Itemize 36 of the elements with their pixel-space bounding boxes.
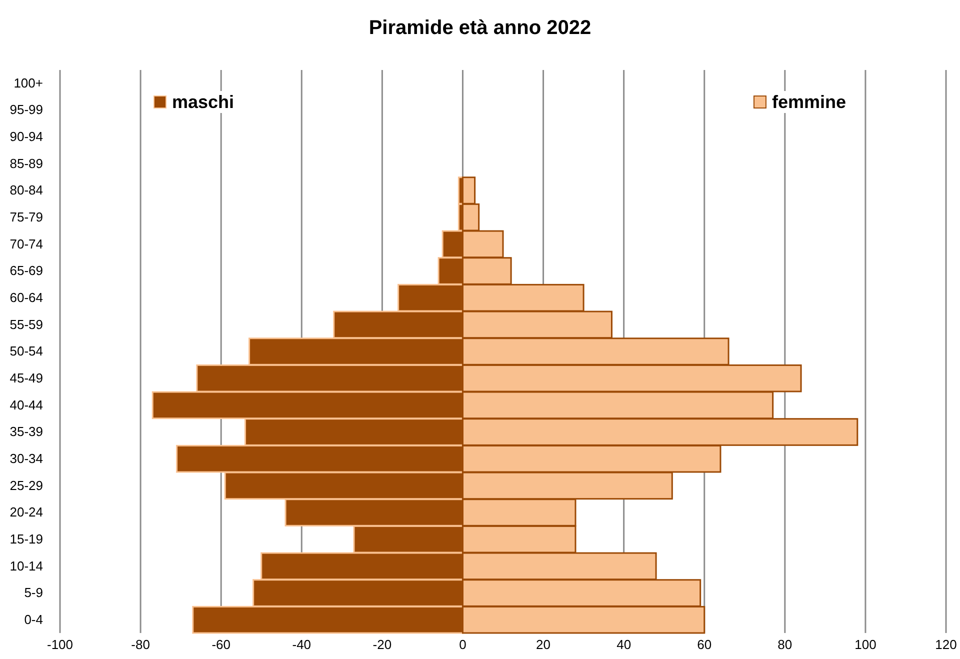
y-tick-label: 95-99 <box>10 102 43 118</box>
y-tick-label: 10-14 <box>10 558 43 574</box>
y-tick-label: 65-69 <box>10 263 43 278</box>
y-tick-label: 70-74 <box>10 236 43 252</box>
x-tick-label: -60 <box>212 637 230 652</box>
x-tick-label: 20 <box>536 637 551 652</box>
x-tick-label: 80 <box>778 637 792 652</box>
y-tick-label: 15-19 <box>10 532 43 547</box>
y-tick-label: 55-59 <box>10 316 43 332</box>
x-tick-label: 60 <box>697 637 712 652</box>
x-tick-label: -20 <box>372 637 392 652</box>
y-tick-label: 25-29 <box>10 478 43 493</box>
y-tick-label: 85-89 <box>10 156 43 171</box>
y-tick-label: 35-39 <box>10 424 43 440</box>
x-tick-label: -40 <box>292 637 312 652</box>
y-tick-label: 75-79 <box>10 209 43 224</box>
legend-label: maschi <box>172 92 234 112</box>
y-tick-label: 60-64 <box>10 290 43 305</box>
x-tick-label: 100 <box>854 637 876 652</box>
x-tick-label: 0 <box>459 637 466 652</box>
y-tick-label: 50-54 <box>10 344 43 359</box>
x-tick-label: 120 <box>935 637 957 652</box>
x-tick-label: -80 <box>131 637 150 652</box>
chart-title: Piramide età anno 2022 <box>368 17 592 39</box>
x-tick-label: -100 <box>46 637 74 652</box>
y-tick-label: 0-4 <box>24 612 43 628</box>
legend-label: femmine <box>772 92 846 112</box>
y-tick-label: 90-94 <box>10 128 43 144</box>
y-tick-label: 45-49 <box>10 370 43 386</box>
y-tick-label: 40-44 <box>10 397 43 412</box>
y-tick-label: 20-24 <box>10 504 43 520</box>
x-tick-label: 40 <box>616 637 632 652</box>
y-tick-label: 100+ <box>14 75 43 90</box>
y-tick-label: 5-9 <box>24 585 43 600</box>
y-tick-label: 80-84 <box>10 182 43 198</box>
y-tick-label: 30-34 <box>10 451 43 466</box>
